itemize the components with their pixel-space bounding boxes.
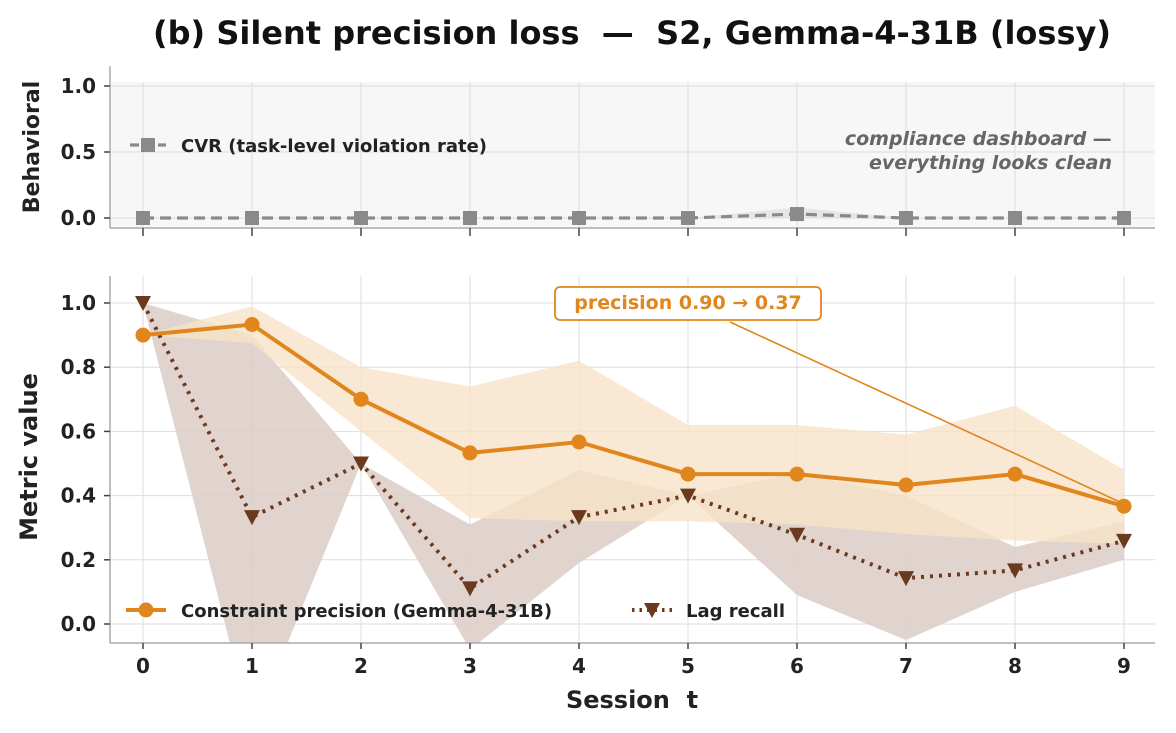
precision-marker-3 [462, 445, 478, 461]
figure-title: (b) Silent precision loss — S2, Gemma-4-… [153, 14, 1111, 52]
top-y-tick-label-2: 1.0 [61, 74, 96, 98]
precision-marker-1 [244, 317, 260, 333]
x-tick-label-7: 7 [899, 654, 913, 678]
x-axis-label: Session t [566, 686, 698, 714]
recall-marker-2 [353, 456, 369, 472]
bottom-y-tick-label-0: 0.0 [61, 612, 96, 636]
cvr-marker-3 [463, 211, 477, 225]
precision-annotation-arrow [729, 321, 1123, 504]
precision-legend-marker [138, 602, 154, 618]
bottom-y-axis-label: Metric value [15, 373, 43, 541]
top-panel-background [110, 82, 1155, 228]
recall-marker-0 [135, 296, 151, 311]
bottom-y-tick-label-4: 0.8 [61, 355, 96, 379]
recall-legend-marker [644, 603, 660, 618]
behavioral-panel: 0.0 0.5 1.0 Behavioral CVR (task-level vio… [20, 66, 1155, 236]
metric-panel: 0.0 0.2 0.4 0.6 0.8 1.0 0 1 2 3 4 5 6 7 8 9 Metric valu… [15, 276, 1155, 714]
recall-marker-1 [244, 510, 260, 526]
x-tick-label-6: 6 [790, 654, 804, 678]
precision-legend-label: Constraint precision (Gemma-4-31B) [181, 601, 552, 622]
cvr-legend-label: CVR (task-level violation rate) [181, 136, 487, 157]
top-legend: CVR (task-level violation rate) [130, 136, 487, 157]
x-tick-label-8: 8 [1008, 654, 1022, 678]
bottom-y-tick-label-2: 0.4 [61, 484, 96, 508]
x-tick-label-0: 0 [136, 654, 150, 678]
precision-marker-5 [680, 466, 696, 482]
precision-annotation-label: precision 0.90 → 0.37 [574, 292, 802, 314]
cvr-marker-9 [1117, 211, 1131, 225]
dashboard-annotation-line-1: compliance dashboard — [845, 128, 1112, 150]
cvr-marker-8 [1008, 211, 1022, 225]
cvr-marker-6 [790, 207, 804, 222]
x-tick-label-3: 3 [463, 654, 477, 678]
precision-marker-6 [789, 466, 805, 482]
recall-marker-3 [462, 581, 478, 597]
recall-line [141, 302, 1125, 591]
x-tick-label-1: 1 [245, 654, 259, 678]
x-tick-label-9: 9 [1117, 654, 1131, 678]
recall-legend-label: Lag recall [686, 601, 785, 622]
top-y-tick-label-1: 0.5 [61, 140, 96, 164]
bottom-y-tick-label-1: 0.2 [61, 548, 96, 572]
recall-marker-6 [789, 527, 805, 543]
cvr-marker-5 [681, 211, 695, 225]
recall-marker-8 [1007, 563, 1023, 579]
cvr-line [143, 212, 1124, 220]
precision-line [142, 322, 1125, 509]
cvr-legend-marker [141, 138, 155, 152]
bottom-legend: Constraint precision (Gemma-4-31B) Lag r… [126, 601, 785, 622]
cvr-marker-1 [245, 211, 259, 225]
x-tick-label-5: 5 [681, 654, 695, 678]
bottom-y-tick-label-3: 0.6 [61, 419, 96, 443]
precision-marker-4 [571, 434, 587, 450]
precision-marker-8 [1007, 466, 1023, 482]
cvr-marker-7 [899, 211, 913, 225]
x-tick-label-4: 4 [572, 654, 586, 678]
top-y-tick-label-0: 0.0 [61, 206, 96, 230]
recall-band [143, 303, 1124, 643]
recall-marker-5 [680, 488, 696, 504]
precision-band [143, 306, 1124, 544]
cvr-marker-2 [354, 211, 368, 225]
recall-marker-4 [571, 510, 587, 526]
precision-annotation-box [554, 286, 822, 321]
bottom-y-tick-label-5: 1.0 [61, 291, 96, 315]
cvr-marker-4 [572, 211, 586, 225]
cvr-marker-0 [136, 211, 150, 225]
dashboard-annotation-line-2: everything looks clean [869, 152, 1112, 174]
precision-marker-7 [898, 477, 914, 493]
precision-marker-2 [353, 391, 369, 407]
recall-marker-7 [898, 571, 914, 587]
x-tick-label-2: 2 [354, 654, 368, 678]
cvr-band [143, 207, 1124, 218]
precision-marker-0 [135, 327, 151, 343]
top-y-axis-label: Behavioral [20, 81, 45, 213]
recall-marker-9 [1116, 533, 1132, 549]
